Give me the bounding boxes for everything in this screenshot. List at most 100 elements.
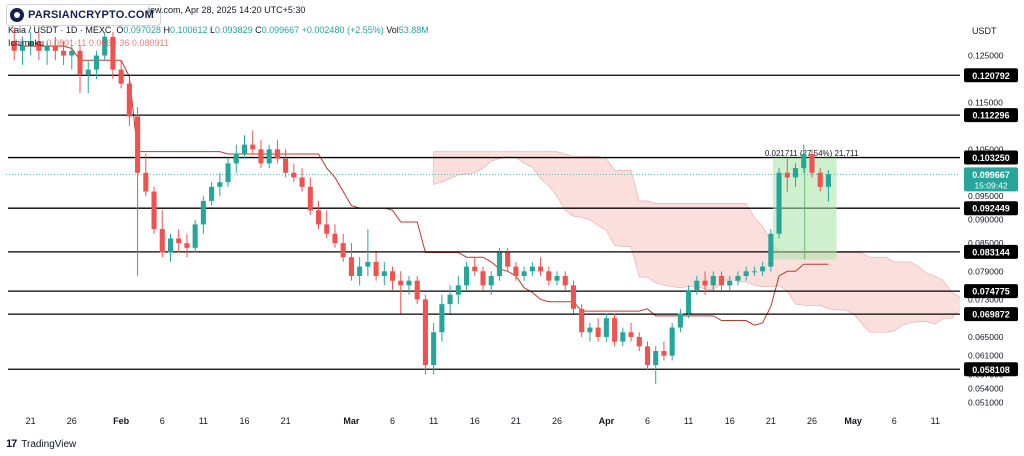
indicator-legend[interactable]: Ichimoku 0.0801·11 0.0860·36 0.080911 (8, 38, 169, 48)
symbol-legend[interactable]: Kaia / USDT · 1D · MEXC O0.097028 H0.100… (8, 25, 429, 35)
candle-body (340, 243, 346, 258)
x-tick-label: 26 (807, 416, 817, 426)
candle-body (620, 332, 626, 342)
candle-body (636, 336, 642, 347)
low-value: 0.093829 (215, 25, 253, 35)
candle-body (110, 36, 116, 70)
y-tick-label: 0.085000 (968, 238, 1004, 248)
candle-body (570, 285, 577, 309)
candle-body (19, 46, 25, 51)
candle-body (52, 46, 58, 51)
candle-body (513, 266, 519, 276)
candle-body (464, 266, 470, 286)
candle-body (422, 299, 428, 366)
candle-body (365, 261, 371, 267)
level-label-box (964, 244, 1018, 259)
candle-body (159, 229, 165, 253)
candle-body (225, 163, 231, 183)
candle-body (44, 46, 50, 51)
candle-body (472, 266, 478, 272)
candle-body (381, 271, 387, 276)
candle-body (809, 154, 815, 173)
baseline-line (14, 43, 829, 326)
candle-body (439, 304, 445, 333)
candle-body (521, 271, 527, 276)
candle-body (85, 69, 91, 75)
candle-body (69, 50, 75, 56)
y-tick-label: 0.065000 (968, 332, 1004, 342)
candle-body (538, 266, 544, 272)
candle-body (118, 69, 124, 84)
published-date: Apr 28, 2025 14:20 UTC+5:30 (185, 5, 306, 15)
site-fragment: iew.com, (148, 5, 184, 15)
countdown-label: 15:09:42 (974, 180, 1007, 190)
tradingview-brand[interactable]: 17 TradingView (6, 438, 76, 450)
x-tick-label: 11 (684, 416, 693, 426)
tradingview-label: TradingView (21, 438, 77, 450)
candle-body (135, 116, 141, 173)
x-tick-label: Apr (599, 416, 615, 426)
candle-body (274, 149, 280, 159)
candle-body (258, 149, 264, 164)
candle-body (784, 172, 790, 178)
candle-body (661, 351, 667, 356)
y-tick-label: 0.054000 (968, 384, 1004, 394)
candle-body (77, 50, 83, 75)
candle-body (595, 327, 601, 337)
level-label: 0.058108 (972, 365, 1010, 375)
candle-body (143, 172, 149, 192)
x-tick-label: 21 (281, 416, 291, 426)
candle-body (718, 275, 725, 286)
candle-body (628, 332, 634, 337)
level-label-box (964, 68, 1018, 83)
candle-body (406, 280, 412, 286)
candle-body (126, 83, 132, 117)
y-tick-label: 0.073000 (968, 294, 1004, 304)
candle-body (61, 50, 67, 56)
parsiancrypto-logo-icon (10, 8, 24, 22)
watermark-logo: PARSIANCRYPTO.COM (6, 4, 162, 26)
candle-body (735, 275, 741, 281)
volume-label: Vol (386, 25, 399, 35)
level-label-box (964, 150, 1018, 165)
candle-body (587, 327, 593, 333)
high-value: 0.100612 (169, 25, 208, 35)
candle-body (612, 318, 618, 342)
candle-body (743, 271, 749, 276)
candle-body (760, 266, 766, 272)
tradingview-logo-icon: 17 (6, 438, 17, 450)
open-value: 0.097028 (123, 25, 161, 35)
candle-body (817, 172, 823, 187)
candle-body (669, 327, 675, 356)
candle-body (291, 172, 297, 178)
x-tick-label: 6 (645, 416, 650, 426)
candle-body (299, 177, 305, 187)
level-label: 0.092449 (972, 204, 1010, 214)
y-tick-label: 0.090000 (968, 215, 1004, 225)
candle-body (389, 271, 396, 281)
level-label-box (964, 201, 1018, 216)
candle-body (480, 271, 486, 286)
x-tick-label: 21 (511, 416, 521, 426)
candle-body (801, 154, 807, 169)
candle-body (250, 144, 256, 150)
current-price-box (964, 167, 1018, 192)
level-label: 0.112296 (972, 111, 1009, 121)
candle-body (28, 41, 34, 47)
y-tick-label: 0.051000 (968, 398, 1004, 408)
y-tick-label: 0.115000 (968, 97, 1003, 107)
level-label-box (964, 108, 1018, 123)
change-value: +0.002480 (+2.55%) (301, 25, 384, 35)
candle-body (36, 41, 42, 51)
candle-body (825, 174, 831, 187)
candle-body (266, 149, 272, 164)
level-label: 0.074775 (972, 287, 1010, 297)
candle-body (677, 313, 683, 328)
candle-body (431, 332, 437, 366)
y-tick-label: 0.125000 (968, 51, 1004, 61)
candle-body (727, 280, 733, 286)
candle-body (184, 243, 190, 248)
level-label: 0.083144 (972, 247, 1010, 257)
candle-body (93, 55, 100, 70)
